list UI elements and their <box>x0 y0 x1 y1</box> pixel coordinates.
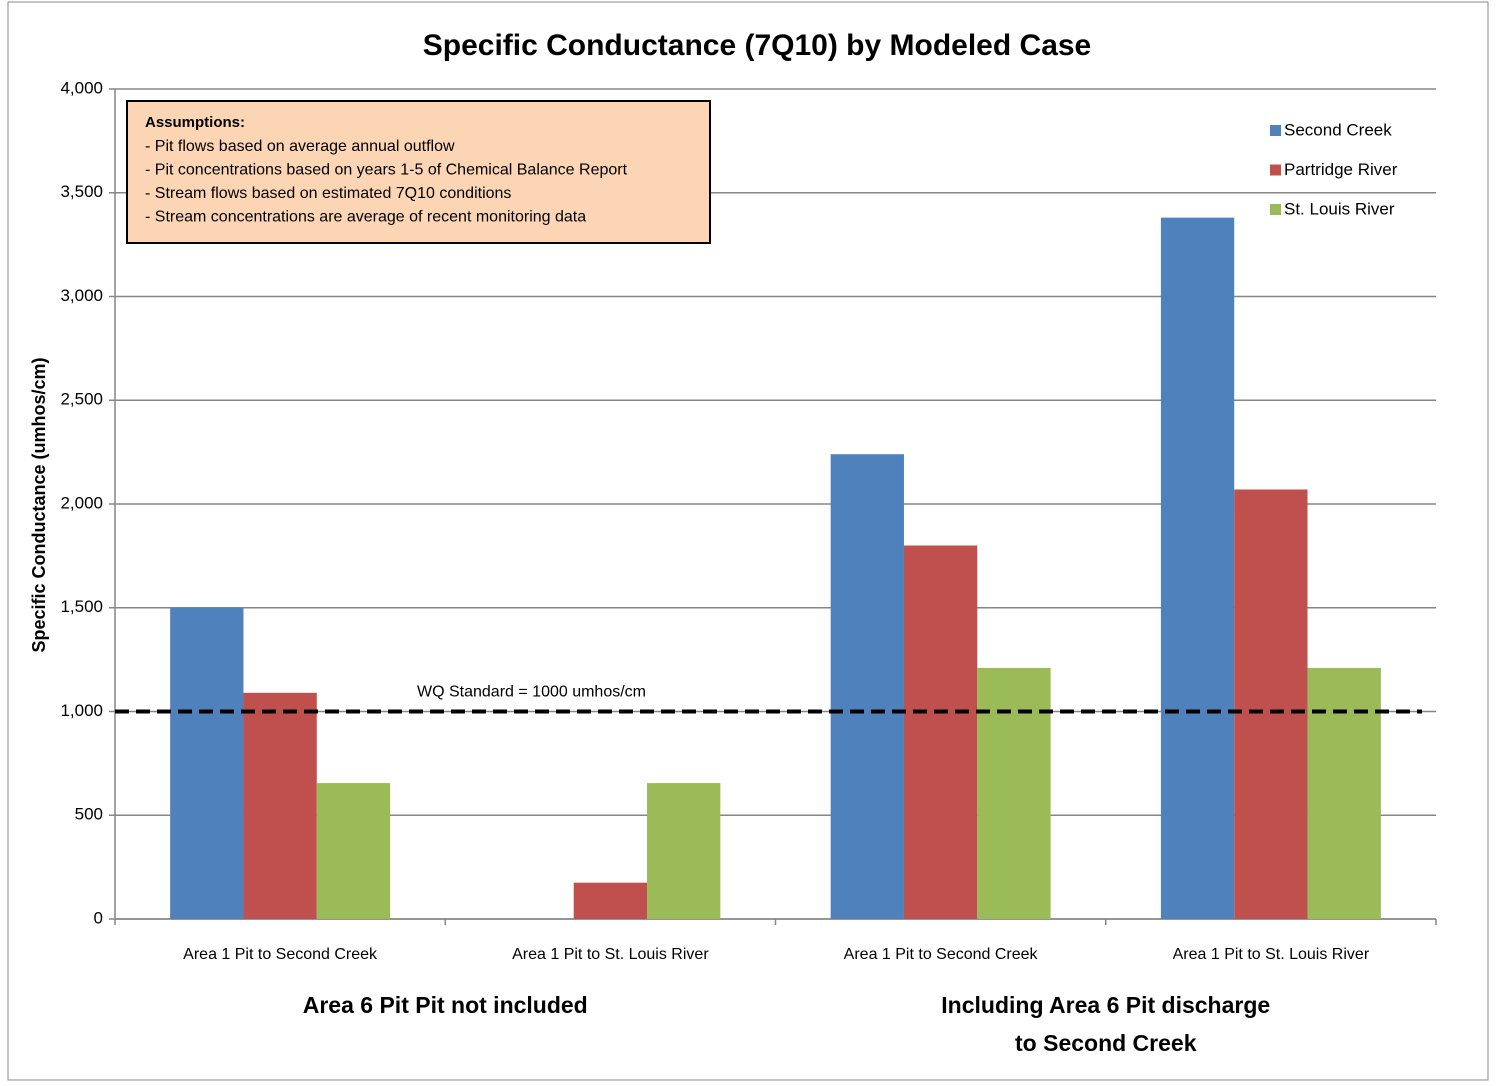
bar <box>316 783 391 919</box>
annotation-title: Assumptions: <box>145 114 245 131</box>
bar <box>1307 667 1381 919</box>
bar <box>243 692 317 919</box>
y-tick-label: 2,000 <box>60 493 103 512</box>
y-tick-label: 3,500 <box>60 182 103 201</box>
x-tick-label: Area 1 Pit to St. Louis River <box>1173 946 1370 963</box>
bar <box>830 454 904 919</box>
legend-label: St. Louis River <box>1284 199 1395 218</box>
bar <box>170 607 244 919</box>
y-tick-label: 1,000 <box>60 701 103 720</box>
y-tick-label: 4,000 <box>60 78 103 97</box>
legend-label: Second Creek <box>1284 120 1392 139</box>
y-tick-label: 2,500 <box>60 390 103 409</box>
group-label: to Second Creek <box>1015 1030 1197 1056</box>
annotation-line: - Pit concentrations based on years 1-5 … <box>145 162 628 179</box>
y-axis-label: Specific Conductance (umhos/cm) <box>29 357 49 652</box>
x-tick-label: Area 1 Pit to Second Creek <box>844 946 1039 963</box>
bar <box>1160 217 1235 919</box>
y-tick-label: 3,000 <box>60 286 103 305</box>
legend-swatch <box>1270 204 1281 215</box>
bar <box>903 545 978 919</box>
group-label: Including Area 6 Pit discharge <box>941 992 1270 1018</box>
bar <box>1234 489 1308 919</box>
annotation-line: - Pit flows based on average annual outf… <box>145 138 455 155</box>
y-tick-label: 500 <box>75 805 103 824</box>
annotation-line: - Stream concentrations are average of r… <box>145 209 586 226</box>
legend-swatch <box>1270 164 1281 176</box>
y-tick-label: 1,500 <box>60 597 103 616</box>
annotation-box <box>126 100 711 244</box>
reference-label: WQ Standard = 1000 umhos/cm <box>417 684 646 701</box>
y-tick-label: 0 <box>94 908 103 927</box>
bar <box>977 667 1051 919</box>
legend-swatch <box>1270 125 1281 136</box>
x-tick-label: Area 1 Pit to Second Creek <box>183 946 378 963</box>
chart-title: Specific Conductance (7Q10) by Modeled C… <box>423 29 1092 62</box>
group-label: Area 6 Pit Pit not included <box>303 992 588 1018</box>
bar <box>647 783 721 919</box>
legend-label: Partridge River <box>1284 160 1398 179</box>
x-tick-label: Area 1 Pit to St. Louis River <box>512 946 709 963</box>
bar <box>573 882 648 919</box>
annotation-line: - Stream flows based on estimated 7Q10 c… <box>145 185 511 202</box>
